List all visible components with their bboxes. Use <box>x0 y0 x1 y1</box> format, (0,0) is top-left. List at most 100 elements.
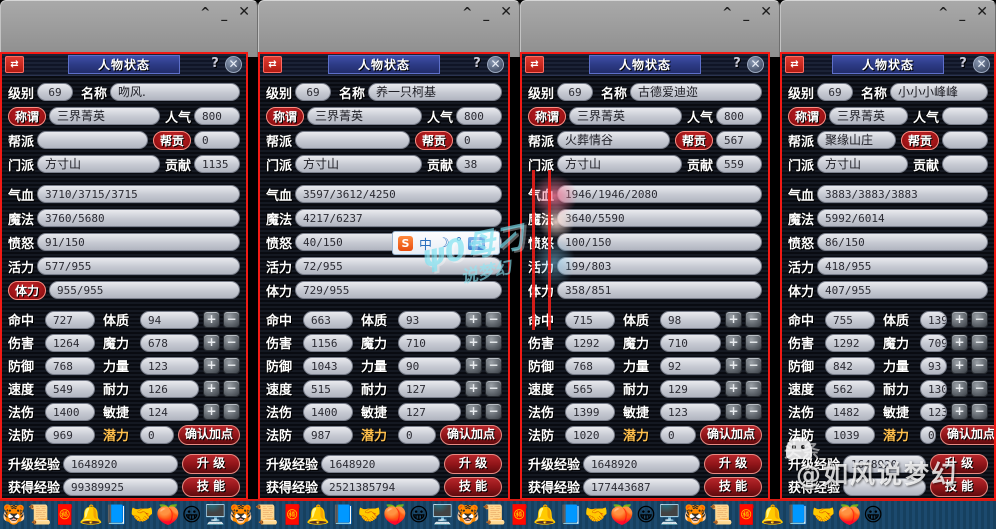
os-window-controls-4[interactable]: ^ _ ✕ <box>938 5 988 21</box>
value-magic-defense[interactable]: 987 <box>303 425 353 444</box>
item-slot-icon[interactable]: 🍑 <box>156 503 180 526</box>
swap-icon[interactable]: ⇄ <box>785 56 804 73</box>
item-slot-icon[interactable]: 🤝 <box>811 503 836 526</box>
swap-icon[interactable]: ⇄ <box>263 56 282 73</box>
guild-contrib-tag-button[interactable]: 帮贡 <box>414 130 453 150</box>
minimize-icon[interactable]: _ <box>483 7 490 21</box>
value-contribution[interactable]: 38 <box>456 155 502 173</box>
item-slot-icon[interactable]: 🖥️ <box>657 503 682 526</box>
minus-icon[interactable]: − <box>745 357 762 374</box>
value-anger[interactable]: 86/150 <box>817 233 988 251</box>
os-window-controls-3[interactable]: ^ _ ✕ <box>722 5 772 21</box>
levelup-button[interactable]: 升 级 <box>930 453 988 474</box>
item-slot-icon[interactable]: 🍑 <box>610 503 635 526</box>
value-stamina[interactable]: 729/955 <box>295 281 502 299</box>
item-slot-icon[interactable]: 🔔 <box>79 503 103 526</box>
value-magic-damage[interactable]: 1399 <box>565 402 615 421</box>
item-slot-icon[interactable]: 🧧 <box>280 503 305 526</box>
value-popularity[interactable]: 800 <box>716 107 762 125</box>
value-magic-damage[interactable]: 1400 <box>45 402 95 421</box>
value-defense[interactable]: 768 <box>565 356 615 375</box>
swap-icon[interactable]: ⇄ <box>5 56 24 73</box>
value-agility[interactable]: 127 <box>398 402 461 421</box>
value-level[interactable]: 69 <box>557 83 594 101</box>
minus-icon[interactable]: − <box>223 403 240 420</box>
item-slot-icon[interactable]: 😀 <box>181 503 202 526</box>
plus-icon[interactable]: + <box>203 380 220 397</box>
stat-stepper[interactable]: + − <box>725 334 762 351</box>
plus-icon[interactable]: + <box>951 311 968 328</box>
degree-icon[interactable]: ° <box>455 235 463 251</box>
minus-icon[interactable]: − <box>745 380 762 397</box>
value-guild[interactable] <box>37 131 148 149</box>
value-defense[interactable]: 1043 <box>303 356 353 375</box>
close-icon[interactable]: ✕ <box>225 56 242 73</box>
value-guild-contrib[interactable]: 567 <box>716 131 762 149</box>
value-speed[interactable]: 515 <box>303 379 353 398</box>
plus-icon[interactable]: + <box>203 334 220 351</box>
title-tag-button[interactable]: 称谓 <box>788 106 827 126</box>
skills-button[interactable]: 技 能 <box>182 476 240 497</box>
minus-icon[interactable]: − <box>223 357 240 374</box>
value-potential[interactable]: 0 <box>660 425 696 444</box>
value-vigor[interactable]: 418/955 <box>817 257 988 275</box>
value-strength[interactable]: 93 <box>920 356 947 375</box>
value-constitution[interactable]: 139 <box>920 310 947 329</box>
item-slot-icon[interactable]: 🐯 <box>456 503 481 526</box>
item-slot-icon[interactable]: 📜 <box>709 503 733 526</box>
minus-icon[interactable]: − <box>745 311 762 328</box>
guild-contrib-tag-button[interactable]: 帮贡 <box>152 130 191 150</box>
value-level[interactable]: 69 <box>817 83 854 101</box>
stat-stepper[interactable]: + − <box>951 357 988 374</box>
item-hotbar[interactable]: 🐯 📜 🧧 🔔 📘 🤝 🍑 😀 🖥️ 🐯 📜 🧧 🔔 📘 🤝 🍑 😀 🖥️ 🐯 📜 🧧 🔔 📘 🤝 🍑 😀 🖥️ 🐯 📜 🧧 🔔 📘 🤝 🍑 😀 <box>0 499 996 529</box>
value-accuracy[interactable]: 715 <box>565 310 615 329</box>
item-slot-icon[interactable]: 📘 <box>104 503 129 526</box>
close-icon[interactable]: ✕ <box>238 4 250 20</box>
value-stamina[interactable]: 955/955 <box>49 281 240 299</box>
levelup-button[interactable]: 升 级 <box>444 453 502 474</box>
value-magic-power[interactable]: 710 <box>398 333 461 352</box>
item-slot-icon[interactable]: 📜 <box>254 503 279 526</box>
minimize-icon[interactable]: _ <box>959 7 966 21</box>
value-stamina[interactable]: 407/955 <box>817 281 988 299</box>
plus-icon[interactable]: + <box>203 357 220 374</box>
levelup-button[interactable]: 升 级 <box>182 453 240 474</box>
restore-icon[interactable]: ^ <box>200 5 211 19</box>
item-slot-icon[interactable]: 🤝 <box>357 503 382 526</box>
plus-icon[interactable]: + <box>725 380 742 397</box>
value-potential[interactable]: 0 <box>920 425 936 444</box>
value-defense[interactable]: 842 <box>825 356 875 375</box>
value-potential[interactable]: 0 <box>140 425 174 444</box>
plus-icon[interactable]: + <box>465 357 482 374</box>
stat-stepper[interactable]: + − <box>465 403 502 420</box>
value-levelup-exp[interactable]: 1648920 <box>321 454 440 473</box>
value-damage[interactable]: 1292 <box>825 333 875 352</box>
guild-contrib-tag-button[interactable]: 帮贡 <box>900 130 939 150</box>
value-damage[interactable]: 1264 <box>45 333 95 352</box>
value-endurance[interactable]: 126 <box>140 379 199 398</box>
minus-icon[interactable]: − <box>971 380 988 397</box>
restore-icon[interactable]: ^ <box>938 5 949 19</box>
item-slot-icon[interactable]: 📜 <box>482 503 506 526</box>
value-strength[interactable]: 90 <box>398 356 461 375</box>
confirm-points-button[interactable]: 确认加点 <box>699 424 762 445</box>
plus-icon[interactable]: + <box>725 357 742 374</box>
character-status-panel-1[interactable]: ⇄ 人物状态? ✕ 级别 69 名称 吻风. 称谓 三界菁英 人气 800 帮派 帮贡 0 门派 方寸山 贡献 1… <box>0 52 248 500</box>
value-contribution[interactable]: 559 <box>716 155 762 173</box>
minimize-icon[interactable]: _ <box>743 7 750 21</box>
value-constitution[interactable]: 98 <box>660 310 721 329</box>
minimize-icon[interactable]: _ <box>221 7 228 21</box>
value-school[interactable]: 方寸山 <box>817 155 908 173</box>
skills-button[interactable]: 技 能 <box>444 476 502 497</box>
close-icon[interactable]: ✕ <box>747 56 764 73</box>
item-slot-icon[interactable]: 🔔 <box>533 503 558 526</box>
item-slot-icon[interactable]: 😀 <box>408 503 429 526</box>
value-levelup-exp[interactable]: 1648920 <box>63 454 178 473</box>
title-tag-button[interactable]: 称谓 <box>8 106 47 126</box>
plus-icon[interactable]: + <box>465 311 482 328</box>
item-slot-icon[interactable]: 🐯 <box>2 503 26 526</box>
confirm-points-button[interactable]: 确认加点 <box>177 424 240 445</box>
help-icon[interactable]: ? <box>959 56 967 71</box>
item-slot-icon[interactable]: 🐯 <box>229 503 253 526</box>
value-vigor[interactable]: 577/955 <box>37 257 240 275</box>
